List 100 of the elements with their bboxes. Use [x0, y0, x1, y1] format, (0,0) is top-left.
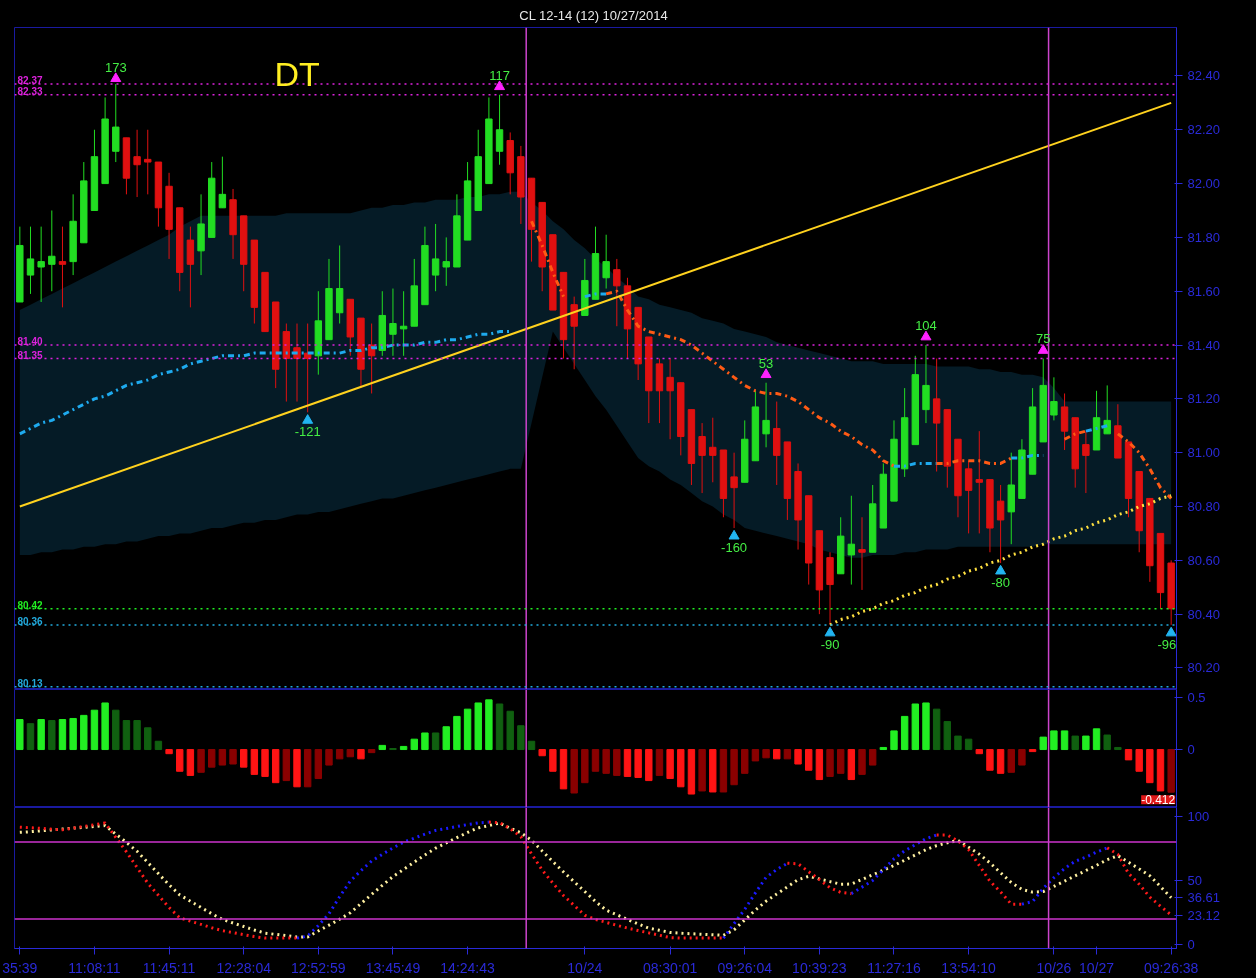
- candlestick: [133, 129, 141, 198]
- annotation: 117: [489, 67, 510, 83]
- line-series: [828, 494, 1173, 627]
- y-tick-label: 80.60: [1187, 552, 1221, 568]
- bar: [1060, 730, 1069, 751]
- data-label: 23.12: [1187, 907, 1221, 923]
- bar: [314, 749, 323, 780]
- bar: [762, 749, 770, 759]
- bar: [1103, 734, 1111, 751]
- bar: [1018, 749, 1026, 766]
- candlestick: [389, 288, 397, 357]
- bar: [666, 749, 674, 780]
- bar: [80, 714, 88, 751]
- bar: [474, 702, 482, 751]
- bar: [463, 708, 472, 751]
- y-tick-label: 81.60: [1187, 283, 1221, 299]
- candlestick: [48, 209, 56, 292]
- candlestick: [431, 223, 440, 292]
- bar: [751, 749, 760, 762]
- candlestick: [58, 226, 67, 308]
- bar: [815, 749, 824, 781]
- y-tick-label: 80.20: [1187, 660, 1221, 676]
- bar: [719, 749, 728, 793]
- x-tick-label: 08:30:01: [642, 959, 698, 976]
- candlestick: [442, 236, 450, 287]
- y-tick-label: 100: [1187, 808, 1210, 824]
- bar: [271, 749, 280, 784]
- bar: [378, 744, 386, 751]
- bar: [186, 749, 195, 776]
- ref-line-label: 80.36: [17, 615, 43, 627]
- candlestick: [37, 226, 45, 303]
- x-tick-label: 12:28:04: [216, 959, 272, 976]
- bar: [858, 749, 866, 775]
- bar: [176, 749, 184, 772]
- point: [302, 414, 314, 424]
- bar: [282, 749, 291, 782]
- y-tick-label: 81.00: [1187, 445, 1221, 461]
- x-tick-label: 11:27:16: [867, 959, 921, 976]
- candlestick: [218, 156, 227, 209]
- ref-line-label: 82.33: [17, 85, 43, 97]
- candlestick: [964, 460, 973, 534]
- chart-title: CL 12-14 (12) 10/27/2014: [519, 7, 668, 23]
- candlestick: [613, 258, 621, 327]
- candlestick: [666, 358, 674, 440]
- y-tick-label: 50: [1187, 873, 1202, 889]
- bar: [1146, 749, 1154, 784]
- y-tick-label: 82.00: [1187, 176, 1221, 192]
- annotation: -160: [721, 540, 748, 556]
- candlestick: [762, 382, 770, 448]
- y-tick-label: 82.20: [1187, 122, 1221, 138]
- bar: [794, 749, 802, 765]
- bar: [943, 721, 951, 751]
- bar: [730, 749, 738, 786]
- bar: [229, 749, 237, 765]
- bar: [208, 749, 216, 768]
- bar: [549, 749, 557, 772]
- candlestick: [709, 417, 717, 483]
- x-tick-label: 10/26: [1036, 959, 1072, 976]
- y-tick-label: 0: [1187, 937, 1195, 953]
- bar: [783, 749, 792, 760]
- bar: [709, 749, 717, 793]
- bar: [645, 749, 653, 782]
- x-tick-label: 11:08:11: [68, 959, 121, 976]
- x-tick-label: 11:45:11: [142, 959, 196, 976]
- bar: [485, 699, 493, 751]
- annotation: -90: [820, 636, 840, 652]
- ref-line-label: 82.37: [17, 75, 43, 87]
- bar: [773, 749, 781, 760]
- bar: [90, 709, 99, 751]
- candlestick: [996, 484, 1005, 564]
- point: [728, 529, 740, 540]
- bar: [453, 715, 461, 751]
- bar: [986, 749, 994, 771]
- bar: [922, 702, 930, 751]
- bar: [879, 746, 888, 751]
- y-tick-label: 82.40: [1187, 68, 1221, 84]
- bar: [250, 749, 259, 775]
- bar: [1092, 728, 1101, 751]
- bar: [1082, 735, 1090, 751]
- x-tick-label: 13:45:49: [365, 959, 421, 976]
- candlestick: [730, 452, 738, 529]
- bar: [634, 749, 642, 778]
- ref-line-label: 80.42: [17, 599, 43, 611]
- y-tick-label: 81.80: [1187, 229, 1221, 245]
- bar: [122, 720, 131, 751]
- bar: [1114, 746, 1122, 751]
- bar: [335, 749, 344, 760]
- candlestick: [858, 516, 866, 591]
- bar: [293, 749, 301, 788]
- bar: [1135, 749, 1143, 772]
- ref-line-label: 81.35: [17, 349, 43, 361]
- bar: [410, 738, 418, 751]
- bar: [698, 749, 706, 792]
- bar: [144, 727, 152, 751]
- bar: [602, 749, 610, 774]
- bar: [581, 749, 589, 784]
- bar: [538, 749, 546, 757]
- candlestick: [1050, 376, 1058, 421]
- bar: [69, 717, 77, 751]
- bar: [506, 710, 514, 751]
